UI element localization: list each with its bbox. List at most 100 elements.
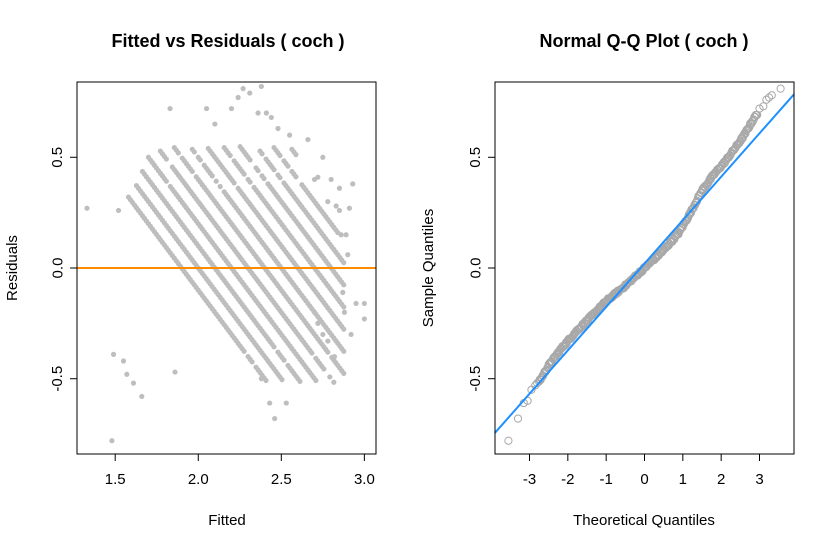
residual-point <box>361 300 367 307</box>
qq-reference-line <box>494 93 795 434</box>
residual-point <box>247 179 253 185</box>
residual-point <box>293 174 299 180</box>
residual-point <box>197 157 203 163</box>
residual-point <box>130 380 137 386</box>
residual-point <box>241 171 247 177</box>
residual-point <box>341 370 347 376</box>
residual-point <box>172 369 178 375</box>
residual-point <box>272 415 278 422</box>
residual-point <box>259 151 265 157</box>
y-tick-label: 0.0 <box>467 258 484 279</box>
residual-point <box>255 167 261 174</box>
residual-point <box>249 359 255 365</box>
residual-point <box>268 114 274 121</box>
residual-point <box>309 350 315 356</box>
residual-point <box>228 105 235 112</box>
right-x-axis: -3 -2 -1 0 1 2 3 <box>523 453 764 488</box>
residual-point <box>340 289 346 295</box>
left-chart-title: Fitted vs Residuals ( coch ) <box>111 31 344 51</box>
qq-point <box>533 379 542 388</box>
residual-point <box>315 320 321 326</box>
residual-point <box>258 376 264 382</box>
residual-point <box>327 374 333 380</box>
residual-point <box>235 94 241 101</box>
residual-point <box>227 152 233 159</box>
left-x-axis: 1.5 2.0 2.5 3.0 <box>105 453 375 488</box>
residual-point <box>277 152 283 159</box>
qq-point <box>504 436 513 445</box>
residual-point <box>213 178 219 184</box>
right-chart-title: Normal Q-Q Plot ( coch ) <box>539 31 748 51</box>
x-tick-label: -1 <box>599 471 612 488</box>
residual-point <box>346 205 353 211</box>
residual-point <box>110 351 117 357</box>
residual-point <box>240 86 246 92</box>
residual-point <box>293 152 299 158</box>
residual-point <box>255 110 261 116</box>
qq-point <box>513 414 523 423</box>
residual-point <box>275 125 281 132</box>
residual-point <box>336 185 343 191</box>
residual-point <box>343 232 349 238</box>
qq-point <box>767 91 776 100</box>
qq-plot-panel: Normal Q-Q Plot ( coch ) -3 -2 -1 0 1 2 3 -0.5… <box>420 31 795 529</box>
x-tick-label: 3 <box>755 471 763 488</box>
residual-point <box>267 400 273 406</box>
residual-point <box>361 316 367 322</box>
residual-point <box>84 205 90 211</box>
residual-point <box>163 156 169 162</box>
qq-point <box>686 209 695 218</box>
residual-point <box>341 326 347 332</box>
residual-point <box>325 338 331 344</box>
y-tick-label: 0.5 <box>467 147 484 168</box>
qq-point <box>764 93 774 102</box>
left-x-label: Fitted <box>208 512 246 529</box>
residual-point <box>263 377 269 384</box>
residual-point <box>115 207 122 214</box>
residual-point <box>277 175 283 181</box>
residual-point <box>285 163 291 169</box>
residual-point <box>311 309 318 315</box>
residual-point <box>348 331 354 338</box>
residual-point <box>328 176 334 183</box>
residual-point <box>217 183 223 190</box>
residual-point <box>212 121 218 127</box>
residual-point <box>321 366 327 372</box>
y-tick-label: 0.5 <box>49 147 66 168</box>
residual-point <box>341 304 347 310</box>
residual-point <box>241 348 247 354</box>
residual-point <box>305 136 311 143</box>
x-tick-label: 0 <box>640 471 648 488</box>
qq-point <box>759 102 768 111</box>
residual-point <box>163 178 169 184</box>
residual-point <box>231 180 237 186</box>
residual-point <box>336 207 343 214</box>
residual-point <box>139 393 145 400</box>
residual-point <box>333 203 339 209</box>
left-y-axis: -0.5 0.0 0.5 <box>49 147 78 392</box>
qq-point <box>688 205 697 214</box>
residual-point <box>297 378 303 384</box>
left-points-layer <box>84 83 367 444</box>
residual-point <box>341 309 348 315</box>
residual-point <box>271 344 277 350</box>
residual-point <box>320 331 326 338</box>
right-y-axis: -0.5 0.0 0.5 <box>467 147 496 392</box>
residual-point <box>203 105 210 112</box>
right-x-label: Theoretical Quantiles <box>573 512 715 529</box>
residual-point <box>109 438 115 444</box>
residual-point <box>353 300 359 307</box>
residual-point <box>263 110 269 116</box>
residual-point <box>261 175 267 182</box>
residual-point <box>120 358 127 364</box>
residual-point <box>338 232 344 238</box>
residual-point <box>175 150 181 156</box>
y-tick-label: -0.5 <box>49 366 66 392</box>
residual-point <box>279 377 285 383</box>
x-tick-label: -3 <box>523 471 536 488</box>
x-tick-label: 1.5 <box>105 471 126 488</box>
right-y-label: Sample Quantiles <box>420 209 437 327</box>
residual-point <box>325 198 331 205</box>
y-tick-label: 0.0 <box>49 258 66 279</box>
residual-point <box>124 371 130 377</box>
